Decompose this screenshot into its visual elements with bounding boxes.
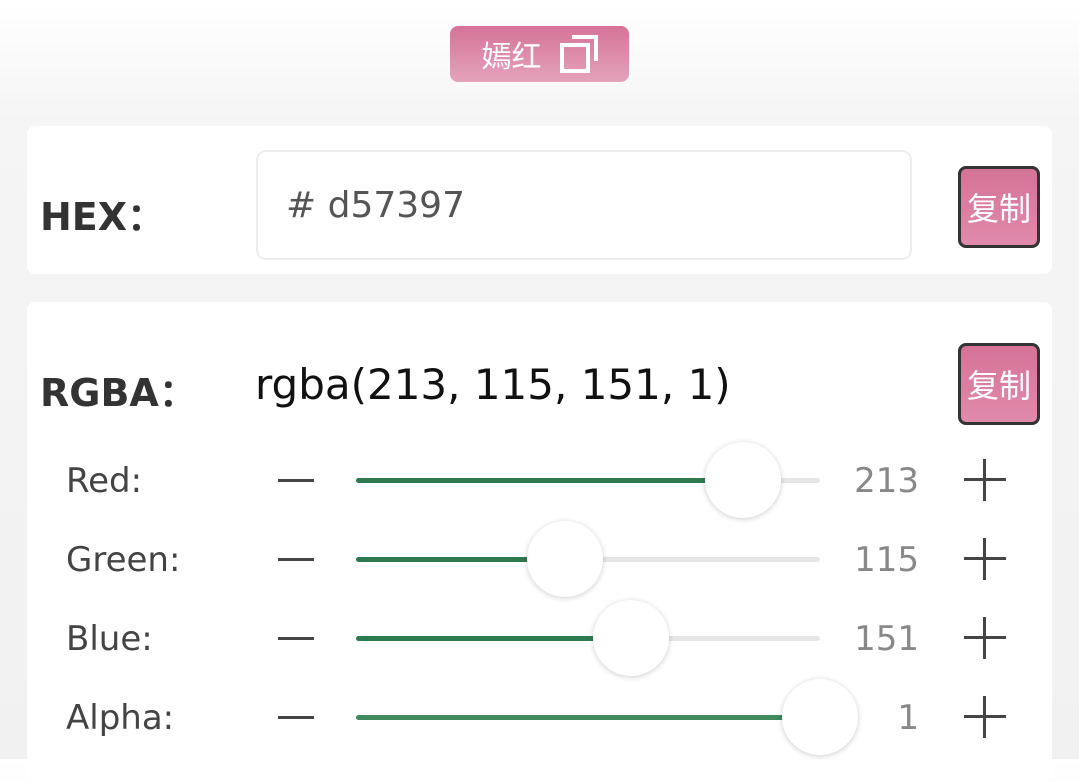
green-slider-handle[interactable] <box>527 521 604 597</box>
rgba-value: rgba(213, 115, 151, 1) <box>255 360 731 409</box>
slider-row-alpha: Alpha: 1 <box>0 678 1079 756</box>
blue-decrement-button[interactable] <box>278 637 314 640</box>
slider-row-red: Red: 213 <box>0 441 1079 519</box>
green-value: 115 <box>854 540 919 580</box>
alpha-slider-handle[interactable] <box>782 679 858 755</box>
hex-label: HEX： <box>40 195 166 239</box>
rgba-label: RGBA： <box>40 371 197 415</box>
red-increment-button[interactable] <box>964 459 1006 501</box>
red-slider[interactable] <box>356 442 820 518</box>
blue-value: 151 <box>854 619 919 659</box>
alpha-label: Alpha: <box>66 698 175 738</box>
blue-slider[interactable] <box>356 600 820 676</box>
alpha-value: 1 <box>897 698 919 738</box>
red-slider-handle[interactable] <box>705 442 782 518</box>
slider-row-green: Green: 115 <box>0 520 1079 598</box>
blue-increment-button[interactable] <box>964 617 1006 659</box>
green-decrement-button[interactable] <box>278 558 314 561</box>
green-slider-fill <box>356 557 566 562</box>
slider-row-blue: Blue: 151 <box>0 599 1079 677</box>
alpha-slider-fill <box>356 715 820 720</box>
alpha-slider[interactable] <box>356 679 858 755</box>
red-label: Red: <box>66 461 143 501</box>
blue-slider-fill <box>356 636 631 641</box>
blue-slider-handle[interactable] <box>592 600 669 676</box>
red-value: 213 <box>854 461 919 501</box>
copy-icon[interactable] <box>559 35 598 73</box>
red-slider-fill <box>356 478 744 483</box>
copy-hex-button[interactable]: 复制 <box>958 166 1040 248</box>
green-slider[interactable] <box>356 521 820 597</box>
blue-label: Blue: <box>66 619 153 659</box>
alpha-decrement-button[interactable] <box>278 716 314 719</box>
alpha-increment-button[interactable] <box>964 696 1006 738</box>
green-label: Green: <box>66 540 181 580</box>
color-name: 嫣红 <box>481 40 542 75</box>
red-decrement-button[interactable] <box>278 479 314 482</box>
color-name-badge[interactable]: 嫣红 <box>450 26 629 82</box>
green-increment-button[interactable] <box>964 538 1006 580</box>
hex-input[interactable]: # d57397 <box>256 150 912 260</box>
copy-rgba-button[interactable]: 复制 <box>958 343 1040 425</box>
